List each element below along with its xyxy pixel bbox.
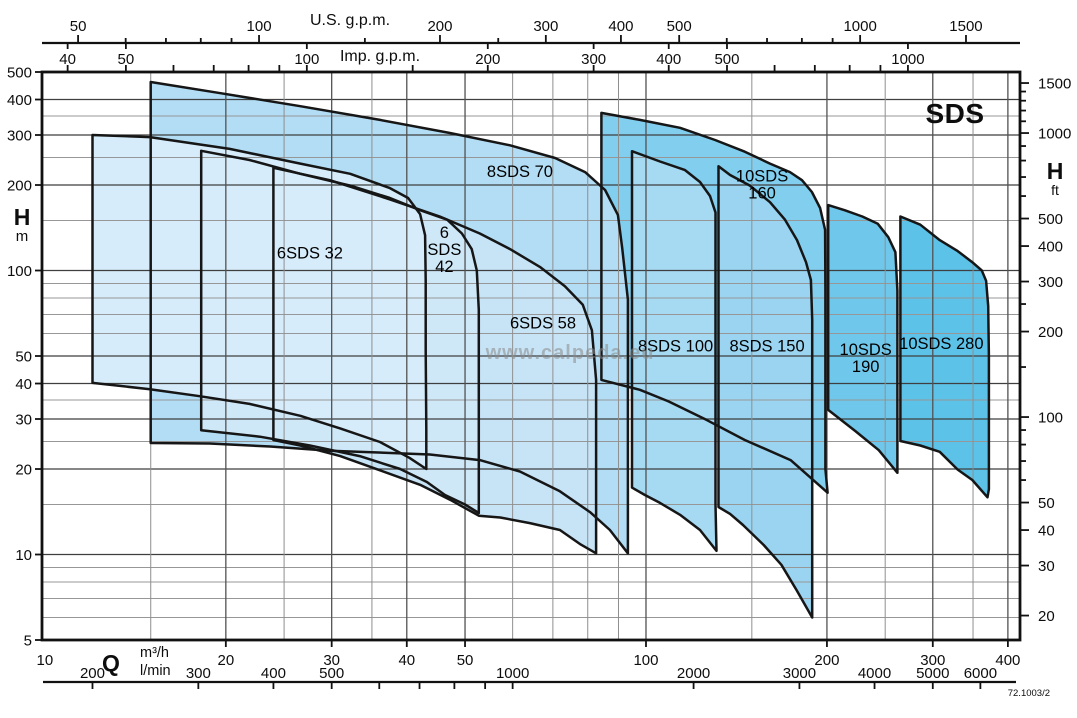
q-m3h-tick-label: 30 (323, 652, 340, 669)
h-m-tick-label: 300 (7, 128, 32, 145)
q-lmin-tick-label: 400 (261, 665, 286, 682)
region-outline-6sds-32 (91, 133, 428, 471)
watermark: www.calpeda.eu (485, 342, 655, 364)
us-gpm-tick-label: 50 (70, 18, 87, 35)
region-fill-10sds-190 (828, 205, 898, 473)
h-m-tick-label: 200 (7, 178, 32, 195)
imp-gpm-tick-label: 200 (475, 51, 500, 68)
us-gpm-tick-label: 300 (533, 18, 558, 35)
left-axis-title-h: H (13, 204, 31, 230)
region-labels: 6SDS 32 6 SDS 42 6SDS 58 8SDS 70 8SDS 100 8SDS … (277, 163, 984, 376)
region-outlines (91, 80, 991, 619)
q-lmin-tick-label: 5000 (916, 665, 949, 682)
region-fills (92, 82, 989, 618)
q-lmin-tick-label: 300 (186, 665, 211, 682)
imp-gpm-tick-label: 300 (581, 51, 606, 68)
us-gpm-tick-label: 400 (608, 18, 633, 35)
imp-gpm-tick-label: 1000 (891, 51, 924, 68)
h-ft-tick-label: 200 (1038, 324, 1063, 341)
region-label-10sds-280: 10SDS 280 (899, 335, 983, 353)
q-lmin-tick-label: 1000 (496, 665, 529, 682)
q-m3h-tick-label: 10 (37, 652, 54, 669)
region-label-8sds-100: 8SDS 100 (638, 338, 713, 356)
h-m-tick-label: 5 (24, 633, 32, 650)
q-m3h-tick-label: 200 (814, 652, 839, 669)
h-ft-tick-label: 100 (1038, 410, 1063, 427)
h-m-tick-label: 400 (7, 92, 32, 109)
region-outline-8sds-150 (717, 164, 814, 619)
q-lmin-tick-label: 2000 (677, 665, 710, 682)
region-label-6sds-58: 6SDS 58 (510, 315, 576, 333)
h-m-tick-label: 20 (15, 462, 32, 479)
h-ft-tick-label: 1500 (1038, 76, 1071, 93)
region-outline-10sds-190 (826, 203, 899, 475)
us-gpm-axis-title: U.S. g.p.m. (309, 12, 391, 29)
region-outline-8sds-70 (149, 80, 630, 555)
q-lmin-tick-label: 6000 (964, 665, 997, 682)
us-gpm-tick-label: 500 (667, 18, 692, 35)
right-axis-unit-ft: ft (1051, 182, 1059, 198)
doc-reference: 72.1003/2 (1007, 688, 1050, 699)
right-axis: 20 30 40 50 100 200 300 400 500 1000 1500 (1020, 76, 1071, 625)
h-ft-tick-label: 500 (1038, 211, 1063, 228)
q-m3h-tick-label: 20 (217, 652, 234, 669)
h-m-tick-label: 100 (7, 263, 32, 280)
region-outline-10sds-160 (600, 111, 829, 494)
h-ft-tick-label: 30 (1038, 558, 1055, 575)
us-gpm-tick-label: 200 (427, 18, 452, 35)
bottom-axis-title-q: Q (102, 650, 120, 676)
q-lmin-tick-label: 200 (80, 665, 105, 682)
h-m-tick-label: 40 (15, 376, 32, 393)
h-m-tick-label: 500 (7, 65, 32, 82)
h-ft-tick-label: 400 (1038, 239, 1063, 256)
h-ft-tick-label: 50 (1038, 495, 1055, 512)
q-m3h-tick-label: 50 (457, 652, 474, 669)
region-label-6sds-42: 6 SDS 42 (427, 224, 461, 276)
imp-gpm-tick-label: 40 (59, 51, 76, 68)
q-m3h-tick-label: 400 (995, 652, 1020, 669)
chart-title: SDS (925, 98, 985, 129)
right-axis-title-h: H (1046, 158, 1064, 184)
q-lmin-tick-label: 3000 (783, 665, 816, 682)
h-m-tick-label: 10 (15, 547, 32, 564)
region-outline-10sds-280 (899, 215, 991, 499)
q-lmin-tick-label: 500 (319, 665, 344, 682)
q-lmin-tick-label: 4000 (858, 665, 891, 682)
region-fill-8sds-100 (632, 151, 717, 551)
us-gpm-tick-label: 1500 (949, 18, 982, 35)
h-ft-tick-label: 300 (1038, 274, 1063, 291)
region-outline-6sds-58 (272, 166, 598, 555)
region-label-8sds-150: 8SDS 150 (729, 338, 804, 356)
h-m-tick-label: 30 (15, 412, 32, 429)
imp-gpm-axis-title: Imp. g.p.m. (339, 48, 421, 65)
region-fill-10sds-280 (900, 216, 989, 498)
bottom-axis-unit-m3h: m³/h (140, 645, 169, 661)
region-label-8sds-70: 8SDS 70 (487, 163, 553, 181)
region-fill-6sds-32 (92, 135, 427, 469)
left-axis: 5 10 20 30 40 50 100 200 300 400 500 (7, 65, 42, 650)
region-label-6sds-32: 6SDS 32 (277, 244, 343, 262)
region-outline-8sds-100 (630, 149, 718, 553)
us-gpm-tick-label: 100 (247, 18, 272, 35)
h-ft-tick-label: 20 (1038, 608, 1055, 625)
bottom-axis-unit-lmin: l/min (140, 663, 171, 679)
h-ft-tick-label: 1000 (1038, 126, 1071, 143)
q-m3h-tick-label: 300 (920, 652, 945, 669)
imp-gpm-tick-label: 100 (294, 51, 319, 68)
h-ft-tick-label: 40 (1038, 523, 1055, 540)
left-axis-unit-m: m (15, 228, 29, 245)
bottom-axes: 10 20 30 40 50 100 200 300 400 200 300 400 500 1000 20… (37, 640, 1020, 689)
region-label-10sds-160: 10SDS 160 (736, 168, 788, 203)
imp-gpm-tick-label: 400 (656, 51, 681, 68)
h-m-tick-label: 50 (15, 349, 32, 366)
region-label-10sds-190: 10SDS 190 (840, 341, 892, 376)
q-m3h-tick-label: 100 (633, 652, 658, 669)
imp-gpm-tick-label: 50 (118, 51, 135, 68)
imp-gpm-tick-label: 500 (714, 51, 739, 68)
us-gpm-tick-label: 1000 (843, 18, 876, 35)
q-m3h-tick-label: 40 (398, 652, 415, 669)
